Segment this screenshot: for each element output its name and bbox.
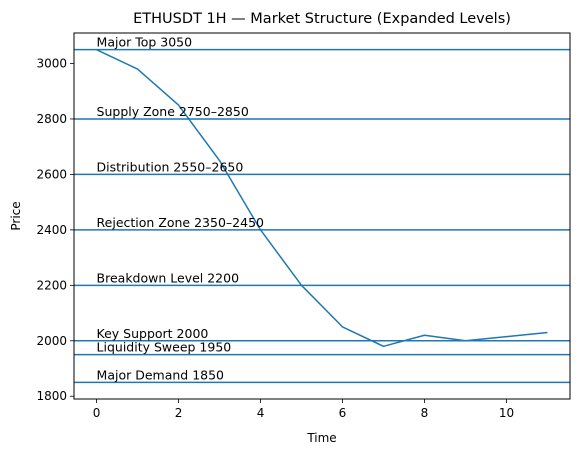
x-tick-label: 10	[499, 406, 514, 420]
y-tick-label: 1800	[36, 389, 67, 403]
y-tick-label: 2000	[36, 334, 67, 348]
level-label: Supply Zone 2750–2850	[97, 104, 249, 119]
level-label: Major Top 3050	[97, 35, 193, 50]
y-tick-label: 2200	[36, 278, 67, 292]
level-label: Liquidity Sweep 1950	[97, 340, 232, 355]
chart-title: ETHUSDT 1H — Market Structure (Expanded …	[133, 11, 511, 27]
x-tick-label: 0	[93, 406, 101, 420]
level-label: Major Demand 1850	[97, 367, 225, 382]
x-axis-title: Time	[306, 431, 336, 445]
x-tick-label: 6	[339, 406, 347, 420]
y-axis: 1800 2000 2200 2400 2600 2800 3000	[36, 57, 74, 403]
y-tick-label: 3000	[36, 57, 67, 71]
y-tick-label: 2600	[36, 167, 67, 181]
plot-frame	[73, 32, 571, 400]
series-line	[96, 48, 548, 348]
level-label: Key Support 2000	[97, 326, 209, 341]
y-axis-title: Price	[9, 201, 23, 230]
x-axis: 0 2 4 6 8 10	[93, 399, 514, 420]
x-tick-label: 8	[421, 406, 429, 420]
level-labels: Major Top 3050 Supply Zone 2750–2850 Distr…	[97, 35, 264, 383]
level-lines	[74, 48, 570, 384]
level-label: Rejection Zone 2350–2450	[97, 215, 264, 230]
x-tick-label: 4	[257, 406, 265, 420]
level-label: Breakdown Level 2200	[97, 270, 240, 285]
x-tick-label: 2	[175, 406, 183, 420]
level-label: Distribution 2550–2650	[97, 159, 244, 174]
series-layer	[96, 48, 548, 348]
y-tick-label: 2400	[36, 223, 67, 237]
y-tick-label: 2800	[36, 112, 67, 126]
